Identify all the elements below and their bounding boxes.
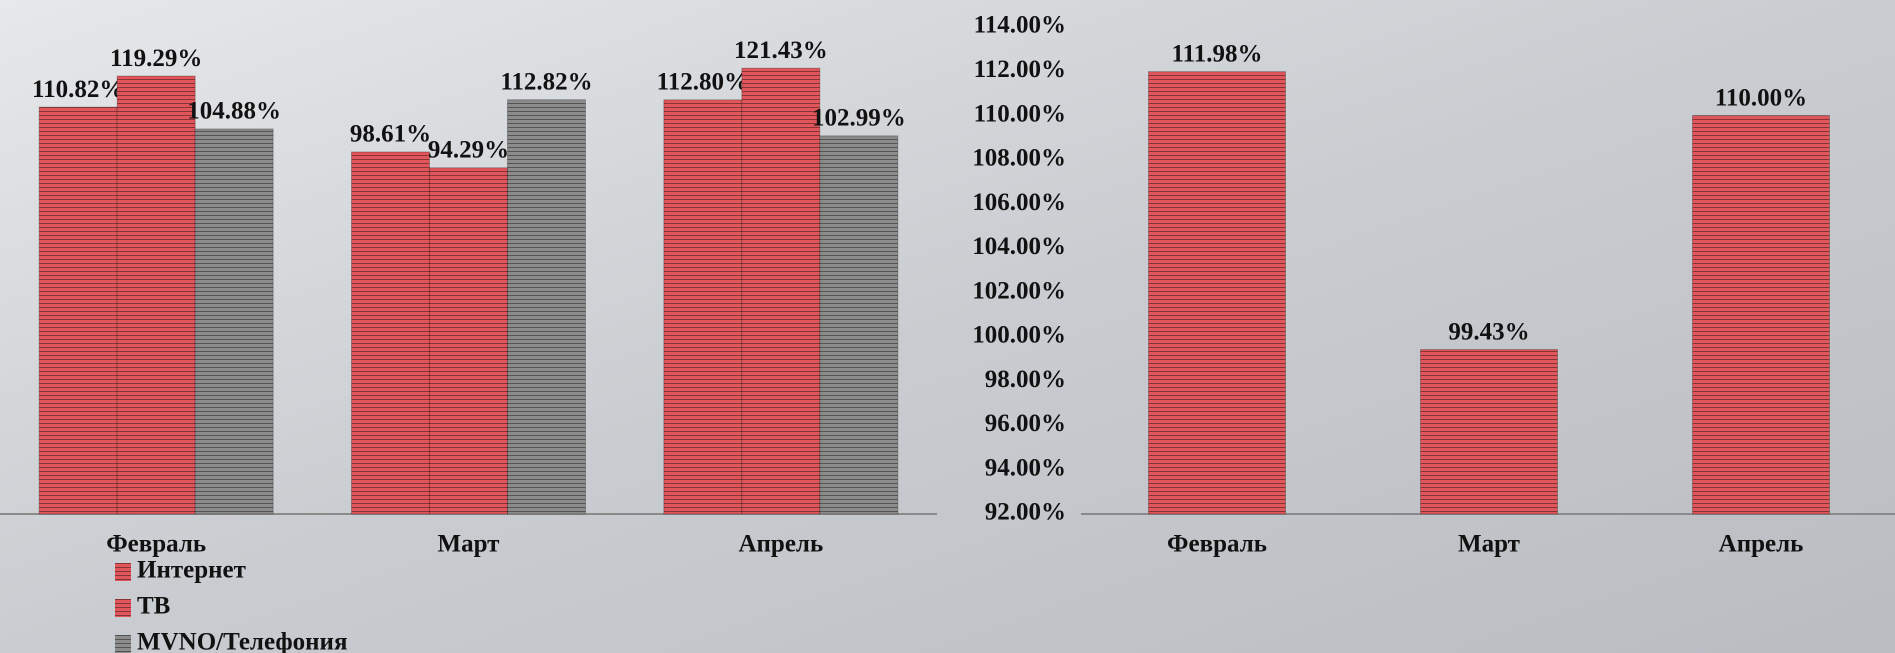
data-label: 94.29%: [428, 137, 509, 164]
data-label: 110.82%: [32, 76, 124, 103]
y-tick-label: 110.00%: [974, 100, 1066, 127]
data-label: 111.98%: [1172, 40, 1263, 67]
data-label: 102.99%: [812, 105, 906, 132]
data-label: 112.82%: [500, 69, 592, 96]
data-label: 119.29%: [110, 45, 202, 72]
y-tick-label: 114.00%: [974, 12, 1066, 39]
data-label: 104.88%: [187, 98, 281, 125]
bar: [195, 129, 273, 514]
data-label: 110.00%: [1715, 84, 1807, 111]
x-tick-label: Апрель: [738, 531, 823, 558]
legend-swatch: [115, 563, 131, 581]
y-tick-label: 104.00%: [972, 233, 1066, 260]
legend-label: MVNO/Телефония: [137, 629, 347, 653]
data-label: 112.80%: [657, 69, 749, 96]
bar: [742, 68, 820, 514]
x-tick-label: Февраль: [106, 531, 206, 558]
bar: [1693, 116, 1830, 514]
bar: [352, 152, 430, 514]
data-label: 99.43%: [1448, 318, 1529, 345]
y-tick-label: 98.00%: [985, 366, 1066, 393]
x-tick-label: Апрель: [1719, 531, 1804, 558]
page: Февраль110.82%119.29%104.88%Март98.61%94…: [0, 0, 1895, 653]
legend-label: Интернет: [137, 557, 246, 584]
y-tick-label: 100.00%: [972, 322, 1066, 349]
data-label: 98.61%: [350, 121, 431, 148]
bar: [117, 76, 195, 514]
y-tick-label: 112.00%: [974, 56, 1066, 83]
x-tick-label: Март: [1458, 531, 1520, 558]
y-tick-label: 94.00%: [985, 454, 1066, 481]
bar: [1421, 350, 1558, 514]
x-tick-label: Март: [438, 531, 500, 558]
bar: [664, 100, 742, 514]
legend-label: ТВ: [137, 593, 170, 620]
y-tick-label: 96.00%: [985, 410, 1066, 437]
legend-swatch: [115, 635, 131, 653]
legend-swatch: [115, 599, 131, 617]
data-label: 121.43%: [734, 37, 828, 64]
x-tick-label: Февраль: [1167, 531, 1267, 558]
background: [0, 0, 1895, 653]
y-tick-label: 108.00%: [972, 145, 1066, 172]
bar: [39, 107, 117, 514]
bar: [430, 168, 508, 514]
bar: [820, 136, 898, 514]
y-tick-label: 92.00%: [985, 499, 1066, 526]
chart: Февраль110.82%119.29%104.88%Март98.61%94…: [0, 0, 1895, 653]
bar: [508, 100, 586, 514]
bar: [1149, 72, 1286, 514]
y-tick-label: 106.00%: [972, 189, 1066, 216]
y-tick-label: 102.00%: [972, 277, 1066, 304]
